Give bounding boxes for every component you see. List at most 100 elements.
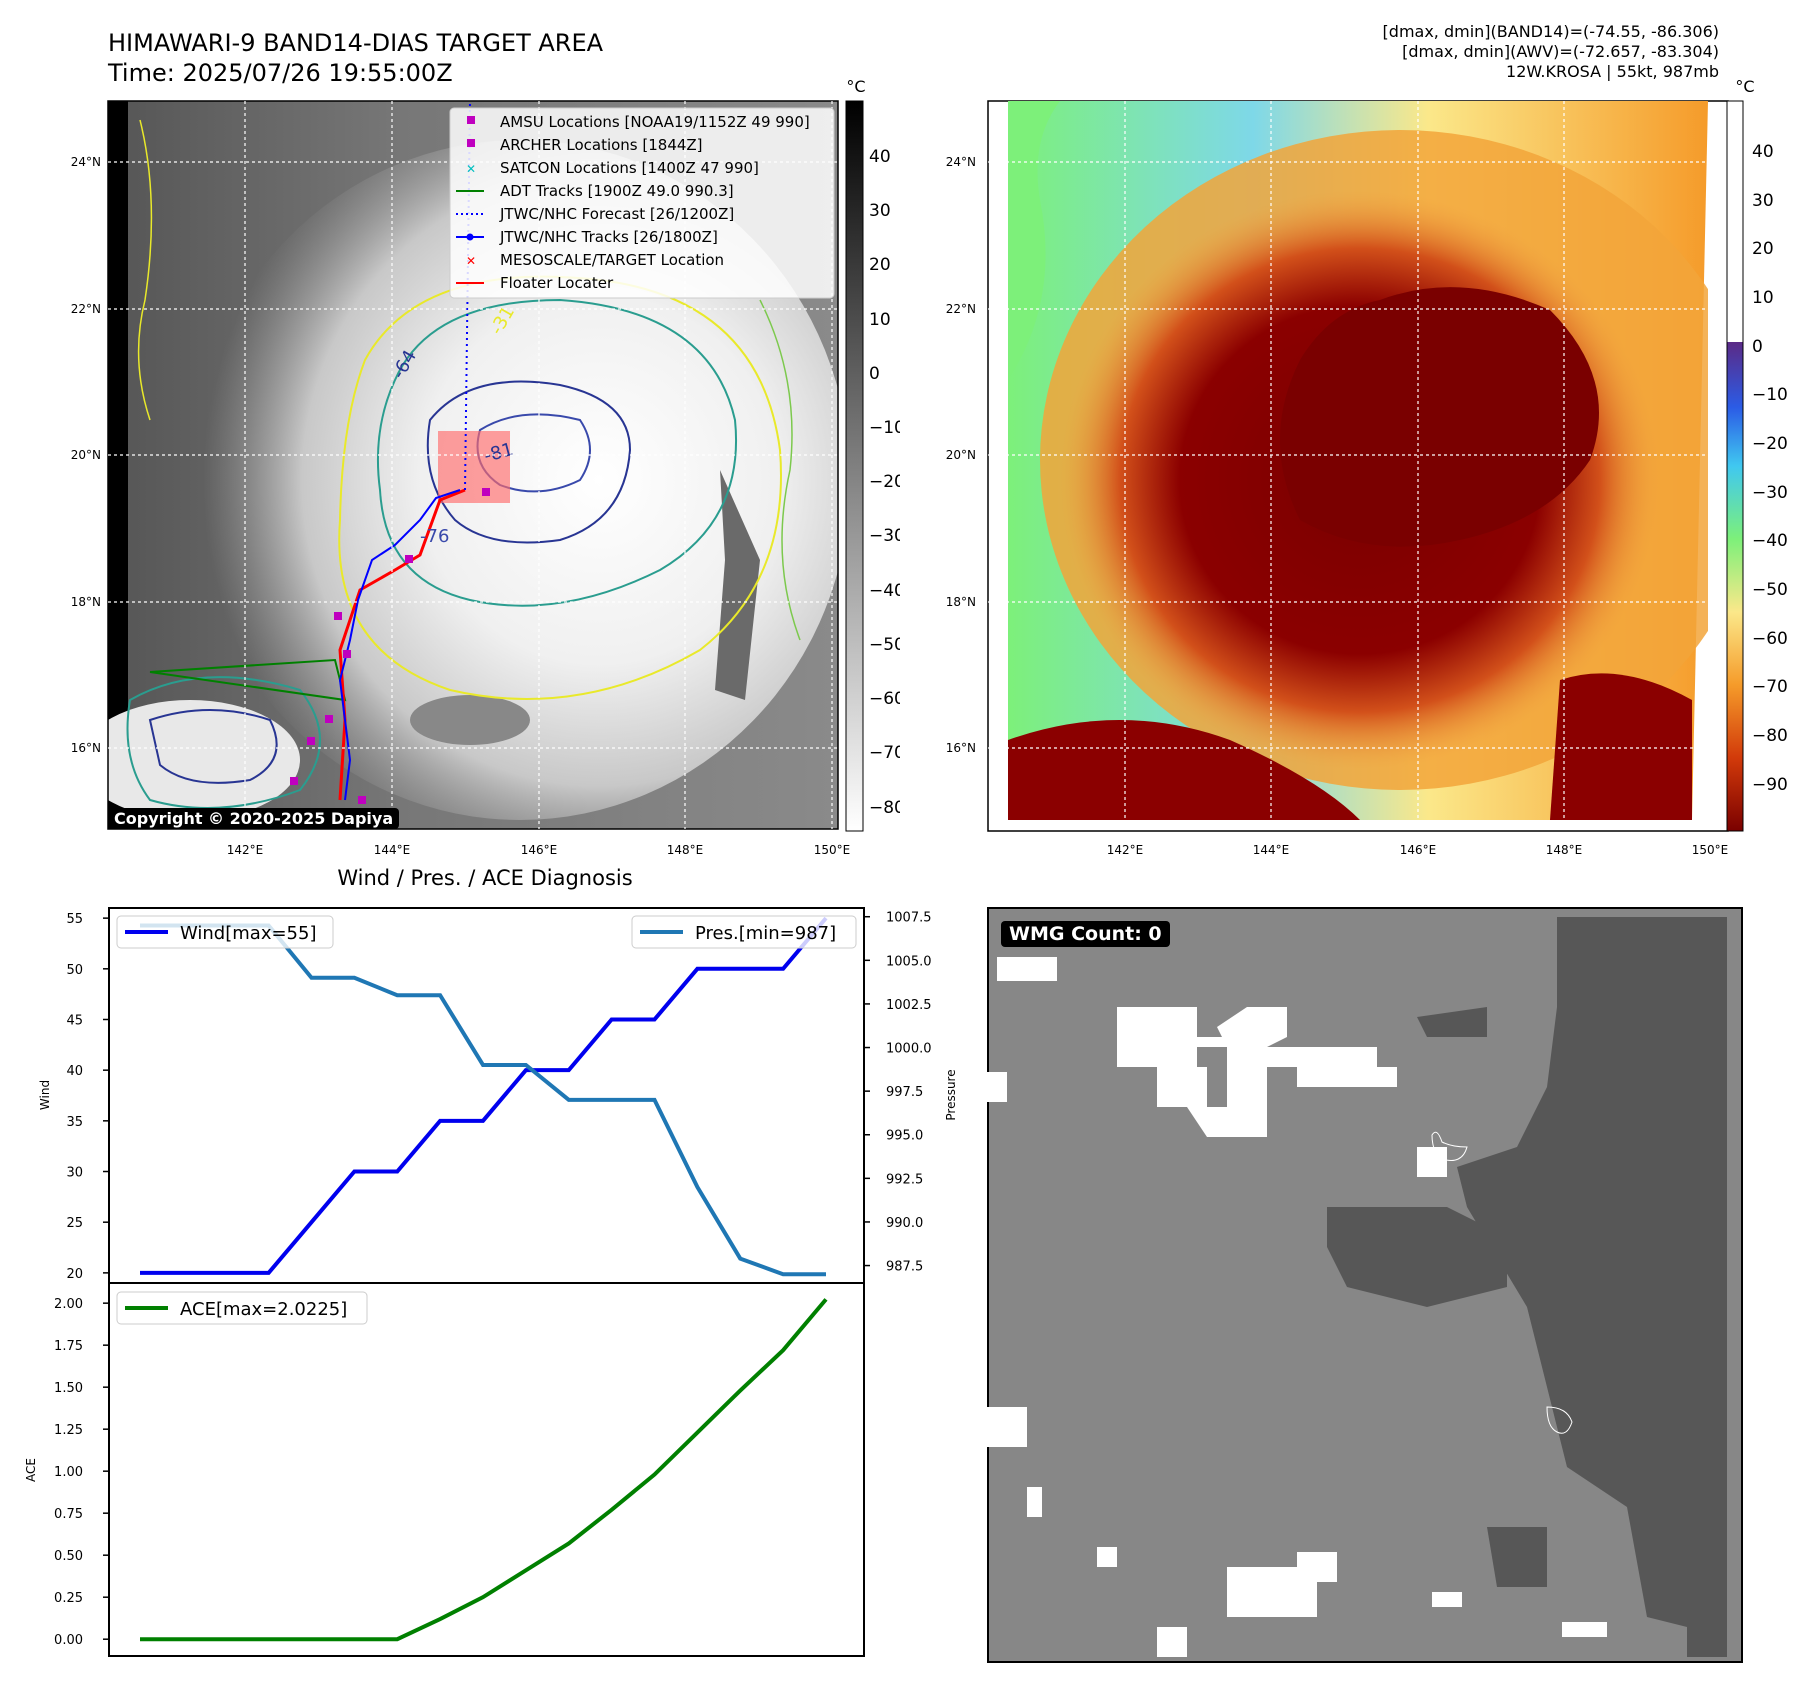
copyright-badge: Copyright © 2020-2025 Dapiya [108, 808, 400, 829]
ir-lon-tick: 142°E [227, 843, 264, 857]
ace-ylabel: ACE [24, 1458, 38, 1482]
tick-label: 1.25 [54, 1423, 83, 1438]
figure-title: HIMAWARI-9 BAND14-DIAS TARGET AREA Time:… [108, 28, 603, 88]
tick-label: 30 [66, 1166, 83, 1181]
ir-cbar-tick: 30 [869, 201, 891, 221]
legend-item: Floater Locater [500, 274, 614, 292]
svg-text:✕: ✕ [466, 254, 476, 268]
ir-cbar-tick: 40 [869, 147, 891, 167]
legend-item: AMSU Locations [NOAA19/1152Z 49 990] [500, 113, 810, 131]
awv-lon-tick: 150°E [1692, 843, 1729, 857]
ir-lat-tick: 20°N [71, 448, 101, 462]
awv-lat-tick: 22°N [946, 302, 976, 316]
wind-legend: Wind[max=55] [116, 915, 334, 949]
ir-cbar-tick: 0 [869, 364, 880, 384]
tick-label: 55 [66, 912, 83, 927]
ir-cbar-tick: −60 [869, 689, 900, 709]
wmg-white-regions [987, 957, 1607, 1657]
svg-text:✕: ✕ [466, 162, 476, 176]
tick-label: 990.0 [886, 1216, 923, 1231]
awv-gridlines [988, 101, 1728, 829]
ir-lon-tick: 146°E [521, 843, 558, 857]
pressure-legend-label: Pres.[min=987] [695, 923, 836, 944]
awv-lon-tick: 148°E [1546, 843, 1583, 857]
legend-item: ARCHER Locations [1844Z] [500, 136, 703, 154]
info-line-2: [dmax, dmin](AWV)=(-72.657, -83.304) [1402, 42, 1719, 61]
ir-lon-axis: 142°E 144°E 146°E 148°E 150°E [227, 843, 851, 857]
tick-label: 1005.0 [886, 954, 932, 969]
awv-lat-tick: 16°N [946, 741, 976, 755]
ir-cbar-tick: −10 [869, 418, 900, 438]
tick-label: 0.75 [54, 1507, 83, 1522]
awv-cbar-tick: 10 [1752, 288, 1774, 308]
awv-cbar-tick: −60 [1752, 629, 1788, 649]
legend-item: JTWC/NHC Tracks [26/1800Z] [499, 228, 718, 246]
tick-label: 987.5 [886, 1260, 923, 1275]
svg-text:-76: -76 [420, 526, 449, 547]
tick-label: 1.00 [54, 1465, 83, 1480]
ir-lat-axis: 24°N 22°N 20°N 18°N 16°N [71, 155, 101, 755]
awv-cbar-tick: −80 [1752, 726, 1788, 746]
awv-colorbar [1726, 100, 1744, 832]
tick-label: 0.00 [54, 1633, 83, 1648]
tick-label: 997.5 [886, 1085, 923, 1100]
ace-legend-label: ACE[max=2.0225] [180, 1299, 347, 1320]
tick-label: 1002.5 [886, 998, 932, 1013]
ir-lat-tick: 16°N [71, 741, 101, 755]
tick-label: 0.50 [54, 1549, 83, 1564]
pressure-legend: Pres.[min=987] [631, 915, 857, 949]
ace-yticks: 0.00 0.25 0.50 0.75 1.00 1.25 1.50 1.75 2.00 [54, 1297, 109, 1648]
tick-label: 1.50 [54, 1381, 83, 1396]
awv-lon-axis: 142°E 144°E 146°E 148°E 150°E [1107, 843, 1729, 857]
ir-cbar-tick: −70 [869, 743, 900, 763]
awv-cbar-tick: −50 [1752, 580, 1788, 600]
wmg-count-badge: WMG Count: 0 [1001, 921, 1170, 947]
awv-cbar-tick: −30 [1752, 483, 1788, 503]
tick-label: 992.5 [886, 1172, 923, 1187]
tick-label: 40 [66, 1064, 83, 1079]
ace-series-line [140, 1298, 828, 1642]
ir-cbar-tick: −80 [869, 798, 900, 818]
tick-label: 45 [66, 1013, 83, 1028]
diagnosis-chart: Wind / Pres. / ACE Diagnosis Wind Pressu… [24, 866, 958, 1657]
legend-item: JTWC/NHC Forecast [26/1200Z] [499, 205, 734, 223]
awv-lat-tick: 24°N [946, 155, 976, 169]
awv-cbar-tick: −20 [1752, 434, 1788, 454]
tick-label: 2.00 [54, 1297, 83, 1312]
legend-item: SATCON Locations [1400Z 47 990] [500, 159, 759, 177]
tick-label: 1.75 [54, 1339, 83, 1354]
tick-label: 1007.5 [886, 911, 932, 926]
legend-item: MESOSCALE/TARGET Location [500, 251, 724, 269]
ir-colorbar-ticks: 40 30 20 10 0 −10 −20 −30 −40 −50 −60 −7… [869, 147, 900, 818]
awv-lon-tick: 146°E [1400, 843, 1437, 857]
tick-label: 50 [66, 963, 83, 978]
ir-colorbar [845, 100, 864, 832]
wmg-dark-regions [1327, 917, 1727, 1657]
awv-cbar-tick: 30 [1752, 191, 1774, 211]
ir-lat-tick: 18°N [71, 595, 101, 609]
wind-legend-label: Wind[max=55] [180, 923, 317, 944]
awv-cbar-tick: −40 [1752, 531, 1788, 551]
info-line-1: [dmax, dmin](BAND14)=(-74.55, -86.306) [1382, 22, 1719, 41]
ace-axes [108, 1282, 865, 1657]
ir-cbar-tick: −30 [869, 526, 900, 546]
tick-label: 25 [66, 1216, 83, 1231]
awv-cbar-tick: −90 [1752, 775, 1788, 795]
ir-lat-tick: 24°N [71, 155, 101, 169]
ir-panel: -81 -64 -76 -31 142°E 144°E 146°E 148°E … [71, 77, 900, 857]
wind-axes [108, 907, 865, 1284]
pressure-series-line [140, 923, 826, 1277]
wmg-panel [987, 907, 1743, 1663]
wind-ylabel: Wind [38, 1080, 52, 1110]
awv-colorbar-ticks: 40 30 20 10 0 −10 −20 −30 −40 −50 −60 −7… [1752, 142, 1788, 795]
awv-cbar-tick: −10 [1752, 385, 1788, 405]
tick-label: 20 [66, 1267, 83, 1282]
awv-cbar-tick: 0 [1752, 337, 1763, 357]
ir-colorbar-unit: °C [846, 77, 865, 96]
ir-lon-tick: 148°E [667, 843, 704, 857]
awv-cbar-tick: 40 [1752, 142, 1774, 162]
tick-label: 995.0 [886, 1129, 923, 1144]
ir-lon-tick: 150°E [814, 843, 851, 857]
title-line-1: HIMAWARI-9 BAND14-DIAS TARGET AREA [108, 29, 604, 57]
awv-lat-axis: 24°N 22°N 20°N 18°N 16°N [946, 155, 976, 755]
